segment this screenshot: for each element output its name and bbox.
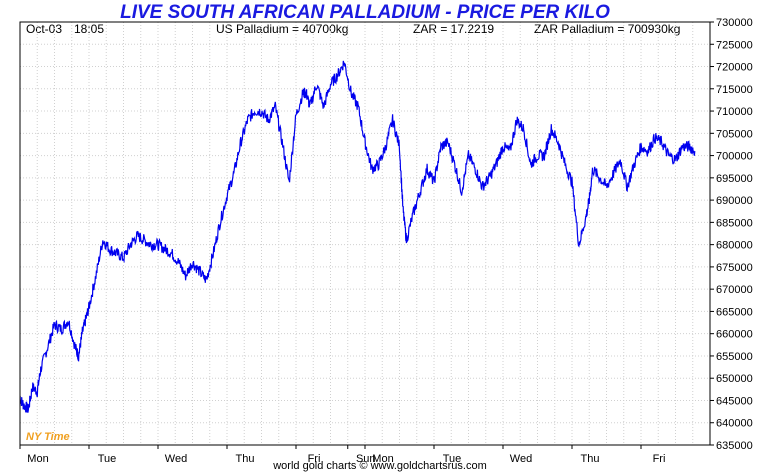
- header-local-price: ZAR Palladium = 700930kg: [534, 22, 681, 36]
- series-layer: [19, 60, 696, 413]
- chart-title: LIVE SOUTH AFRICAN PALLADIUM - PRICE PER…: [120, 2, 610, 23]
- y-tick-label: 730000: [716, 17, 753, 29]
- y-tick-label: 635000: [716, 440, 753, 452]
- y-tick-label: 650000: [716, 373, 753, 385]
- y-tick-label: 680000: [716, 240, 753, 252]
- y-tick-label: 660000: [716, 329, 753, 341]
- y-tick-label: 725000: [716, 39, 753, 51]
- y-tick-label: 700000: [716, 151, 753, 163]
- x-tick-label: Fri: [308, 453, 321, 465]
- x-tick-label: Wed: [165, 453, 187, 465]
- price-series-line: [19, 60, 696, 413]
- y-tick-label: 670000: [716, 284, 753, 296]
- y-tick-label: 690000: [716, 195, 753, 207]
- y-axis: 635000 640000 645000 650000 655000 660000 6650…: [710, 17, 753, 452]
- y-tick-label: 675000: [716, 262, 753, 274]
- y-tick-label: 715000: [716, 84, 753, 96]
- header-fx-rate: ZAR = 17.2219: [413, 22, 495, 36]
- x-tick-label: Mon: [27, 453, 48, 465]
- x-tick-label: Tue: [98, 453, 117, 465]
- x-tick-label: Thu: [236, 453, 255, 465]
- header-us-price: US Palladium = 40700kg: [216, 22, 349, 36]
- header-date: Oct-03: [26, 22, 63, 36]
- y-tick-label: 645000: [716, 395, 753, 407]
- y-tick-label: 655000: [716, 351, 753, 363]
- footer-credit: world gold charts © www.goldchartsrus.co…: [273, 460, 487, 472]
- y-tick-label: 705000: [716, 128, 753, 140]
- grid-layer: [19, 21, 711, 446]
- y-tick-label: 695000: [716, 173, 753, 185]
- time-zone-label: NY Time: [26, 431, 70, 443]
- y-tick-label: 710000: [716, 106, 753, 118]
- x-tick-label: Wed: [510, 453, 532, 465]
- y-tick-label: 685000: [716, 217, 753, 229]
- x-tick-label: Tue: [443, 453, 462, 465]
- x-tick-label: Fri: [653, 453, 666, 465]
- y-tick-label: 665000: [716, 306, 753, 318]
- y-tick-label: 720000: [716, 62, 753, 74]
- x-tick-label: Sun: [356, 453, 376, 465]
- y-tick-label: 640000: [716, 418, 753, 430]
- x-tick-label: Mon: [372, 453, 393, 465]
- x-tick-label: Thu: [581, 453, 600, 465]
